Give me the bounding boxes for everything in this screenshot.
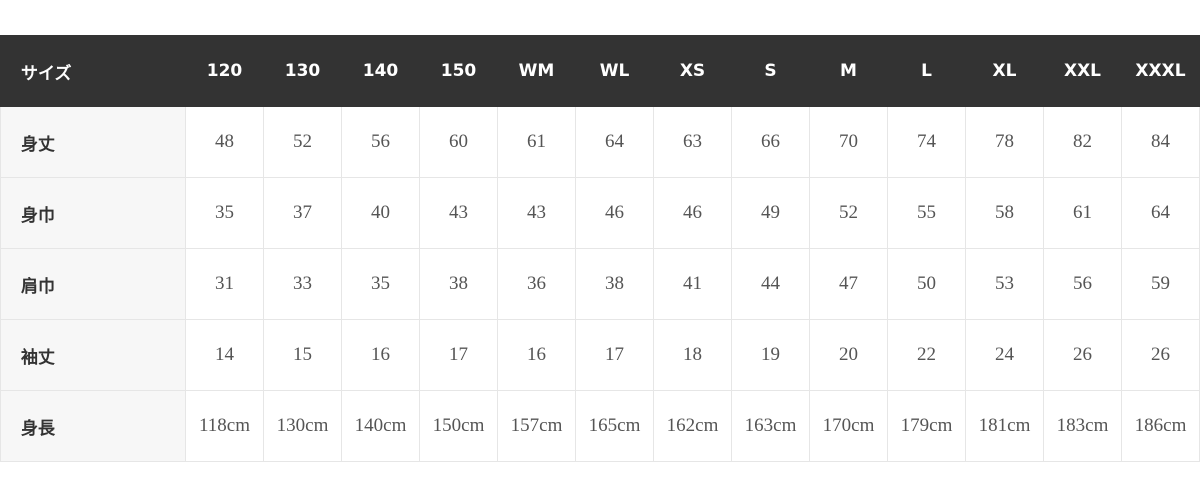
table-cell: 31: [185, 248, 264, 320]
header-cell: XL: [965, 35, 1044, 107]
header-cell: 150: [419, 35, 498, 107]
table-cell: 47: [809, 248, 888, 320]
row-label: 身巾: [0, 177, 186, 249]
table-cell: 53: [965, 248, 1044, 320]
table-cell: 66: [731, 106, 810, 178]
table-cell: 35: [185, 177, 264, 249]
table-cell: 16: [341, 319, 420, 391]
table-cell: 19: [731, 319, 810, 391]
table-cell: 52: [263, 106, 342, 178]
table-row: 身巾 35 37 40 43 43 46 46 49 52 55 58 61 64: [0, 177, 1200, 249]
table-cell: 15: [263, 319, 342, 391]
header-cell: サイズ: [0, 35, 186, 107]
table-cell: 60: [419, 106, 498, 178]
header-cell: XXXL: [1121, 35, 1200, 107]
header-cell: XS: [653, 35, 732, 107]
table-cell: 181cm: [965, 390, 1044, 462]
row-label: 身長: [0, 390, 186, 462]
table-row: 袖丈 14 15 16 17 16 17 18 19 20 22 24 26 26: [0, 319, 1200, 391]
table-cell: 157cm: [497, 390, 576, 462]
table-cell: 179cm: [887, 390, 966, 462]
table-cell: 130cm: [263, 390, 342, 462]
table-cell: 163cm: [731, 390, 810, 462]
header-cell: 120: [185, 35, 264, 107]
table-cell: 46: [653, 177, 732, 249]
table-cell: 18: [653, 319, 732, 391]
table-cell: 162cm: [653, 390, 732, 462]
table-cell: 22: [887, 319, 966, 391]
table-cell: 41: [653, 248, 732, 320]
header-cell: 140: [341, 35, 420, 107]
table-cell: 63: [653, 106, 732, 178]
table-row: 肩巾 31 33 35 38 36 38 41 44 47 50 53 56 59: [0, 248, 1200, 320]
table-cell: 40: [341, 177, 420, 249]
table-cell: 64: [575, 106, 654, 178]
table-cell: 20: [809, 319, 888, 391]
row-label: 袖丈: [0, 319, 186, 391]
header-row: サイズ 120 130 140 150 WM WL XS S M L XL XXL XXXL: [0, 35, 1200, 107]
table-cell: 48: [185, 106, 264, 178]
table-cell: 82: [1043, 106, 1122, 178]
table-cell: 17: [575, 319, 654, 391]
table-cell: 61: [1043, 177, 1122, 249]
table-cell: 170cm: [809, 390, 888, 462]
table-cell: 55: [887, 177, 966, 249]
table-cell: 44: [731, 248, 810, 320]
table-cell: 16: [497, 319, 576, 391]
header-cell: XXL: [1043, 35, 1122, 107]
table-cell: 118cm: [185, 390, 264, 462]
header-cell: S: [731, 35, 810, 107]
table-cell: 33: [263, 248, 342, 320]
table-cell: 26: [1043, 319, 1122, 391]
table-cell: 17: [419, 319, 498, 391]
table-cell: 56: [1043, 248, 1122, 320]
table-cell: 165cm: [575, 390, 654, 462]
table-cell: 140cm: [341, 390, 420, 462]
header-cell: 130: [263, 35, 342, 107]
table-cell: 50: [887, 248, 966, 320]
table-cell: 64: [1121, 177, 1200, 249]
table-cell: 186cm: [1121, 390, 1200, 462]
table-cell: 84: [1121, 106, 1200, 178]
table-cell: 35: [341, 248, 420, 320]
row-label: 身丈: [0, 106, 186, 178]
table-cell: 43: [497, 177, 576, 249]
header-cell: L: [887, 35, 966, 107]
table-cell: 43: [419, 177, 498, 249]
table-cell: 52: [809, 177, 888, 249]
table-cell: 38: [575, 248, 654, 320]
table-row: 身長 118cm 130cm 140cm 150cm 157cm 165cm 162cm 163…: [0, 390, 1200, 462]
header-cell: WM: [497, 35, 576, 107]
table-cell: 37: [263, 177, 342, 249]
row-label: 肩巾: [0, 248, 186, 320]
table-cell: 183cm: [1043, 390, 1122, 462]
header-cell: M: [809, 35, 888, 107]
table-cell: 14: [185, 319, 264, 391]
table-cell: 58: [965, 177, 1044, 249]
table-cell: 38: [419, 248, 498, 320]
header-cell: WL: [575, 35, 654, 107]
table-row: 身丈 48 52 56 60 61 64 63 66 70 74 78 82 84: [0, 106, 1200, 178]
table-cell: 49: [731, 177, 810, 249]
size-table-wrap: サイズ 120 130 140 150 WM WL XS S M L XL XXL XXXL 身丈 48 52…: [0, 35, 1200, 462]
table-cell: 24: [965, 319, 1044, 391]
table-cell: 36: [497, 248, 576, 320]
table-cell: 61: [497, 106, 576, 178]
size-table: サイズ 120 130 140 150 WM WL XS S M L XL XXL XXXL 身丈 48 52…: [0, 35, 1200, 462]
table-header: サイズ 120 130 140 150 WM WL XS S M L XL XXL XXXL: [0, 35, 1200, 107]
table-cell: 150cm: [419, 390, 498, 462]
table-body: 身丈 48 52 56 60 61 64 63 66 70 74 78 82 84 身巾 35 37 40 43 43…: [0, 106, 1200, 462]
table-cell: 70: [809, 106, 888, 178]
table-cell: 59: [1121, 248, 1200, 320]
table-cell: 26: [1121, 319, 1200, 391]
table-cell: 56: [341, 106, 420, 178]
table-cell: 46: [575, 177, 654, 249]
table-cell: 74: [887, 106, 966, 178]
table-cell: 78: [965, 106, 1044, 178]
